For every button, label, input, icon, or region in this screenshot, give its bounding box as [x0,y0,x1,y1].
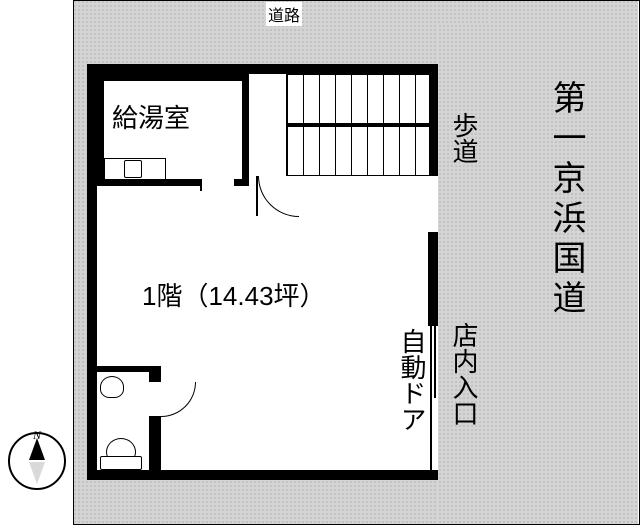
entrance-label: 店内入口 [446,322,483,426]
stairs [286,74,430,176]
floor-plan-canvas: 道路 給湯室 1階（14.43坪） 自動ドア 店内入口 歩道 第一京浜国道 N [0,0,640,524]
main-floor-label: 1階（14.43坪） [142,276,326,313]
wc-sink [100,376,124,398]
road-top-label: 道路 [266,2,302,26]
compass-needle-south [29,462,45,484]
sidewalk-label: 歩道 [446,112,483,164]
compass-needle-north [29,438,45,460]
auto-door-leaf [434,326,436,398]
wc-tank [100,456,142,470]
kitchen-door-hinge [200,179,202,191]
kitchen-label: 給湯室 [112,98,190,135]
opening-side [428,176,438,232]
kitchen-sink [124,160,142,178]
highway-label: 第一京浜国道 [542,80,591,320]
door-leaf [256,176,258,216]
kitchen-door-gap [200,179,234,186]
wc-door-gap [149,382,161,416]
auto-door-label: 自動ドア [394,328,431,432]
compass-icon: N [8,432,66,490]
